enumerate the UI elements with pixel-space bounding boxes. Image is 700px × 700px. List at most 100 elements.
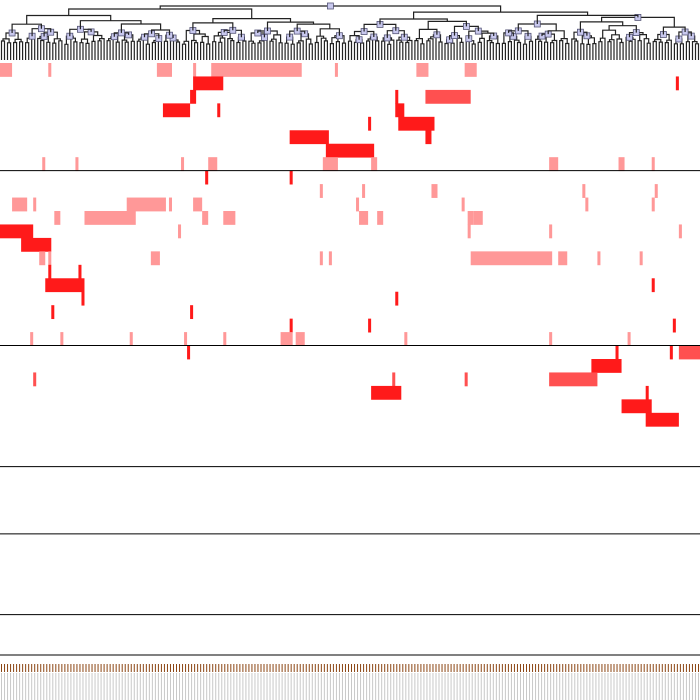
dendrogram-branch	[316, 35, 325, 43]
dendrogram-branch	[489, 42, 494, 60]
heatmap-cell	[334, 63, 338, 77]
dendrogram-branch	[598, 41, 603, 60]
heatmap-cell	[48, 264, 52, 279]
heatmap-cell	[178, 224, 182, 239]
dendrogram-branch	[271, 38, 277, 60]
dendrogram-branch	[335, 41, 340, 60]
heatmap-cell	[78, 264, 82, 279]
heatmap-cell	[30, 332, 34, 346]
dendrogram-branch	[145, 43, 150, 60]
dendrogram-branch	[193, 33, 206, 41]
heatmap-cell	[362, 184, 366, 198]
dendrogram-branch	[341, 42, 347, 60]
dendrogram-branch	[471, 43, 476, 60]
dendrogram-branch	[628, 40, 633, 60]
heatmap-cell	[202, 211, 209, 225]
dendrogram-branch	[360, 42, 365, 60]
heatmap-cell	[217, 103, 221, 118]
heatmap-cell	[205, 170, 209, 185]
dendrogram-branch	[219, 37, 226, 60]
dendrogram-branch	[314, 41, 319, 60]
dendrogram-branch	[13, 41, 18, 60]
heatmap-cell	[319, 184, 323, 198]
dendrogram-branch	[405, 41, 410, 60]
dendrogram-branch	[388, 39, 395, 60]
dendrogram-branch	[399, 41, 404, 60]
heatmap-cell	[12, 197, 28, 212]
heatmap-cell	[395, 89, 399, 104]
dendrogram-branch	[26, 14, 112, 25]
dendrogram-branch	[58, 40, 63, 60]
dendrogram-branch	[175, 41, 181, 60]
heatmap-cell	[0, 63, 13, 77]
dendrogram-branch	[130, 40, 135, 60]
dendrogram-branch	[151, 41, 156, 60]
heatmap-cell	[395, 291, 399, 306]
dendrogram-branch	[308, 43, 313, 60]
heatmap-cell	[627, 332, 631, 346]
dendrogram-branch	[694, 43, 700, 60]
dendrogram-branch	[639, 34, 647, 41]
dendrogram-branch	[91, 40, 96, 60]
heatmap-cell	[425, 89, 471, 104]
heatmap-cell	[651, 157, 655, 172]
dendrogram-branch	[579, 21, 624, 33]
heatmap-cell	[431, 184, 438, 198]
dendrogram-branch	[284, 42, 289, 60]
dendrogram-branch	[73, 41, 78, 60]
dendrogram-branch	[242, 40, 247, 60]
dendrogram-branch	[121, 39, 128, 60]
dendrogram-branch	[230, 40, 235, 60]
heatmap-cell	[223, 211, 236, 225]
dendrogram-branch	[163, 40, 169, 60]
heatmap-cell	[51, 305, 55, 320]
heatmap-cell	[322, 157, 338, 172]
heatmap-cell	[597, 251, 601, 266]
heatmap-cell	[54, 211, 61, 225]
dendrogram-branch	[501, 42, 506, 60]
heatmap-cell	[618, 157, 625, 172]
heatmap-cell	[549, 372, 598, 387]
dendrogram-branch	[574, 40, 579, 60]
heatmap-cell	[473, 211, 483, 225]
heatmap-cell	[328, 251, 332, 266]
heatmap-cell	[280, 332, 293, 346]
dendrogram-branch	[559, 40, 564, 60]
dendrogram-branch	[290, 43, 295, 60]
heatmap-cell	[467, 224, 471, 239]
dendrogram-branch	[438, 41, 443, 60]
heatmap-cell	[193, 63, 197, 77]
heatmap-cell	[211, 63, 302, 77]
heatmap-cell	[461, 197, 465, 212]
dendrogram-branch	[406, 39, 413, 60]
heatmap-cell	[289, 170, 293, 185]
dendrogram-branch	[513, 39, 520, 60]
heatmap-cell	[289, 318, 293, 333]
dendrogram-branch	[516, 41, 522, 60]
dendrogram-branch	[124, 41, 129, 60]
heatmap-cell	[168, 197, 172, 212]
dendrogram-branch	[367, 38, 374, 60]
dendrogram-branch	[227, 38, 233, 60]
heatmap-cell	[425, 130, 432, 145]
dendrogram-branch	[172, 39, 179, 60]
dendrogram-branch	[551, 39, 558, 60]
heatmap-cell	[645, 385, 649, 400]
heatmap-cell	[356, 197, 360, 212]
heatmap-cell	[48, 251, 52, 266]
dendrogram-branch	[592, 43, 597, 60]
heatmap-cell	[21, 237, 52, 252]
dendrogram-branch	[6, 42, 12, 60]
dendrogram-branch	[685, 41, 690, 60]
heatmap-cell	[42, 157, 46, 172]
dendrogram-branch	[25, 42, 30, 60]
heatmap-cell	[591, 359, 622, 373]
dendrogram-branch	[248, 40, 254, 60]
dendrogram-branch	[19, 41, 24, 60]
dendrogram-branch	[637, 40, 642, 60]
heatmap-cell	[75, 157, 79, 172]
heatmap-cell	[467, 211, 474, 225]
heatmap-cell	[549, 157, 559, 172]
heatmap-cell	[392, 372, 396, 387]
